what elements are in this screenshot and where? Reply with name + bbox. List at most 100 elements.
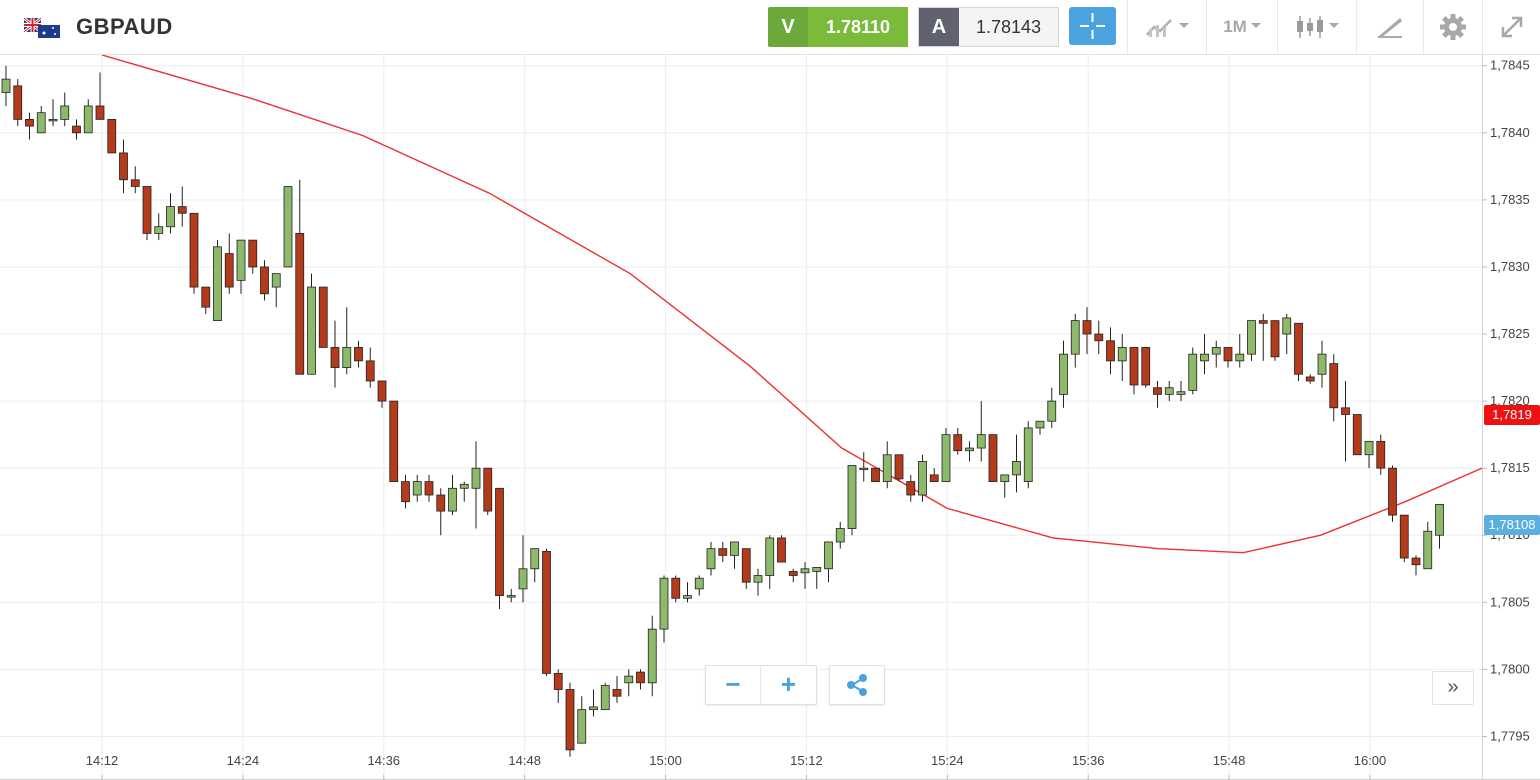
toolbar: GBPAUD V 1.78110 A 1.78143 1M: [0, 0, 1540, 55]
candle-bearish: [119, 152, 128, 181]
gear-icon: [1440, 14, 1466, 40]
candle-bullish: [847, 465, 857, 529]
candle-bullish: [976, 434, 986, 449]
candle-bearish: [95, 105, 105, 120]
candle-bullish: [1047, 400, 1057, 422]
x-tick-label: 14:24: [227, 753, 260, 768]
candle-bullish: [48, 118, 58, 122]
candle-bullish: [882, 454, 892, 482]
candle-bullish: [271, 273, 281, 288]
zoom-in-button[interactable]: +: [780, 669, 797, 699]
candle-bullish: [412, 481, 422, 496]
candle-bearish: [788, 571, 798, 576]
candle-bullish: [753, 575, 763, 583]
candle-bullish: [1035, 420, 1045, 429]
candle-bearish: [260, 266, 269, 295]
sell-price: 1.78110: [808, 7, 908, 47]
candle-bullish: [1188, 353, 1198, 391]
candle-bearish: [295, 233, 305, 375]
candle-bullish: [236, 239, 246, 281]
settings-button[interactable]: [1423, 0, 1482, 54]
candle-bearish: [1341, 407, 1350, 415]
indicator-icon: [1146, 19, 1172, 37]
candle-bullish: [1059, 353, 1068, 395]
crosshair-button[interactable]: [1069, 7, 1116, 45]
candle-bearish: [389, 400, 399, 482]
candlestick-icon: [1297, 16, 1323, 38]
scroll-right-button[interactable]: »: [1432, 671, 1474, 705]
moving-average-line: [101, 55, 1540, 554]
candle-bearish: [1352, 414, 1362, 456]
candle-bullish: [342, 347, 352, 368]
candle-bearish: [1270, 320, 1280, 358]
candle-bullish: [530, 548, 540, 570]
timeframe-selector[interactable]: 1M: [1206, 0, 1277, 54]
candle-bullish: [1435, 503, 1444, 536]
candle-bearish: [365, 360, 375, 382]
candle-bearish: [142, 186, 152, 234]
buy-label: A: [919, 8, 959, 46]
candle-bearish: [542, 550, 551, 674]
candle-bullish: [859, 467, 869, 471]
candle-bullish: [730, 541, 739, 556]
candle-bullish: [1023, 427, 1033, 482]
y-tick-label: 1,7805: [1490, 594, 1530, 609]
candle-bullish: [824, 541, 833, 570]
indicator-button[interactable]: [1127, 0, 1206, 54]
candle-bullish: [1176, 391, 1186, 395]
candle-bullish: [1200, 353, 1209, 362]
candle-bearish: [177, 206, 187, 214]
candle-bullish: [518, 568, 528, 590]
y-tick-label: 1,7845: [1490, 58, 1530, 73]
y-tick-label: 1,7835: [1490, 192, 1530, 207]
chevron-down-icon: [1250, 22, 1261, 28]
candle-bullish: [1117, 347, 1127, 362]
candle-bearish: [25, 118, 34, 127]
candle-bullish: [506, 595, 516, 598]
candle-bearish: [1305, 376, 1315, 382]
candle-bearish: [1106, 340, 1115, 362]
candle-bullish: [765, 537, 775, 576]
fullscreen-icon: [1501, 16, 1523, 38]
candle-bearish: [777, 537, 786, 563]
time-axis: 14:12 14:24 14:36 14:48 15:00 15:12 15:24 15:36…: [0, 753, 1540, 780]
candle-bearish: [436, 494, 446, 512]
candle-bearish: [953, 434, 963, 452]
candle-bearish: [107, 118, 117, 154]
candle-bullish: [835, 528, 845, 543]
sell-button[interactable]: V 1.78110: [768, 7, 908, 47]
candle-bearish: [1094, 333, 1104, 342]
symbol-title: GBPAUD: [76, 14, 173, 39]
candle-bearish: [612, 689, 622, 697]
share-icon: [847, 674, 867, 696]
candle-bearish: [1082, 320, 1092, 335]
candle-bearish: [1258, 320, 1268, 324]
fullscreen-button[interactable]: [1482, 0, 1540, 54]
candle-bearish: [318, 286, 328, 348]
candle-bearish: [248, 239, 258, 268]
y-tick-label: 1,7800: [1490, 661, 1530, 676]
candle-bullish: [812, 567, 822, 572]
candle-bullish: [1247, 320, 1256, 355]
candle-bearish: [1141, 347, 1151, 386]
candle-bullish: [683, 595, 692, 599]
share-button[interactable]: [829, 665, 885, 705]
chevron-down-icon: [1179, 22, 1189, 28]
candle-bearish: [718, 548, 728, 556]
candle-bearish: [495, 487, 504, 597]
buy-button[interactable]: A 1.78143: [918, 7, 1059, 47]
candle-bullish: [471, 467, 481, 489]
chart-type-button[interactable]: [1277, 0, 1356, 54]
x-tick-label: 14:12: [86, 753, 119, 768]
candle-bullish: [1, 78, 11, 93]
candle-bearish: [354, 347, 363, 362]
candle-bullish: [941, 434, 951, 482]
candle-bullish: [448, 487, 457, 512]
candle-bullish: [307, 286, 316, 375]
x-tick-label: 15:00: [649, 753, 682, 768]
drawing-tools-button[interactable]: [1356, 0, 1423, 54]
y-tick-label: 1,7820: [1490, 393, 1530, 408]
zoom-out-button[interactable]: −: [706, 666, 761, 704]
crosshair-icon: [1080, 13, 1105, 39]
x-tick-label: 15:12: [790, 753, 823, 768]
